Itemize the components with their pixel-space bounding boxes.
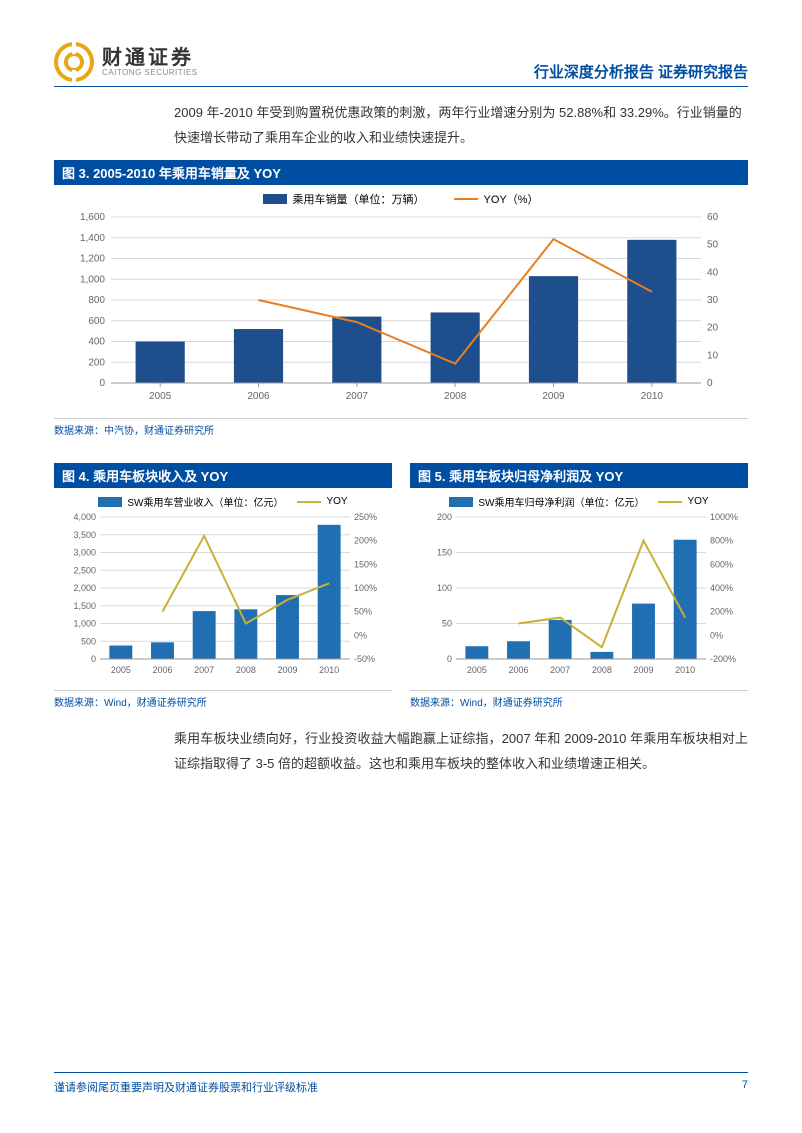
svg-text:1,000: 1,000 [73,619,96,629]
svg-text:800%: 800% [710,536,733,546]
svg-text:1,000: 1,000 [80,275,105,286]
fig3-title: 图 3. 2005-2010 年乘用车销量及 YOY [54,160,748,185]
svg-text:60: 60 [707,212,719,223]
fig4-legend-line-label: YOY [326,496,347,507]
svg-text:200: 200 [88,358,105,369]
svg-text:1,500: 1,500 [73,601,96,611]
fig3-legend-bar-label: 乘用车销量（单位：万辆） [292,191,424,207]
svg-text:200: 200 [437,512,452,522]
svg-text:2010: 2010 [641,391,664,402]
svg-text:2005: 2005 [467,665,487,675]
svg-text:30: 30 [707,295,719,306]
svg-text:2006: 2006 [247,391,270,402]
svg-text:0%: 0% [710,631,723,641]
fig4-title: 图 4. 乘用车板块收入及 YOY [54,463,392,488]
svg-text:2009: 2009 [277,665,297,675]
fig3-legend-line-label: YOY（%） [483,191,538,207]
svg-text:400%: 400% [710,583,733,593]
fig5-source: 数据来源：Wind，财通证券研究所 [410,690,748,709]
svg-text:200%: 200% [710,607,733,617]
svg-text:0: 0 [447,654,452,664]
svg-text:2009: 2009 [542,391,565,402]
svg-text:2005: 2005 [111,665,131,675]
svg-text:20: 20 [707,323,719,334]
svg-text:2007: 2007 [194,665,214,675]
paragraph-1: 2009 年-2010 年受到购置税优惠政策的刺激，两年行业增速分别为 52.8… [174,101,748,150]
svg-text:0: 0 [99,378,105,389]
svg-text:3,500: 3,500 [73,530,96,540]
fig4-source: 数据来源：Wind，财通证券研究所 [54,690,392,709]
svg-text:2009: 2009 [633,665,653,675]
fig5-legend-bar-label: SW乘用车归母净利润（单位：亿元） [478,494,644,509]
svg-text:2008: 2008 [236,665,256,675]
fig5-line-swatch [658,501,682,503]
svg-text:4,000: 4,000 [73,512,96,522]
paragraph-2: 乘用车板块业绩向好，行业投资收益大幅跑赢上证综指，2007 年和 2009-20… [174,727,748,776]
svg-text:400: 400 [88,337,105,348]
svg-text:0: 0 [707,378,713,389]
fig5-svg: 0 50 100 150 200 -200% 0% 200% 400% 600% 800% 1000%… [410,511,748,681]
svg-text:2007: 2007 [346,391,369,402]
svg-text:500: 500 [81,637,96,647]
svg-text:2005: 2005 [149,391,172,402]
svg-text:800: 800 [88,295,105,306]
svg-text:1000%: 1000% [710,512,738,522]
svg-text:1,600: 1,600 [80,212,105,223]
fig4-legend: SW乘用车营业收入（单位：亿元） YOY [54,494,392,509]
report-type-label: 行业深度分析报告 证券研究报告 [534,61,748,82]
svg-text:2006: 2006 [152,665,172,675]
fig4-svg: 0 500 1,000 1,500 2,000 2,500 3,000 3,500 4,000 -… [54,511,392,681]
footer-page-number: 7 [742,1079,748,1095]
fig4-bar-swatch [98,497,122,507]
svg-text:250%: 250% [354,512,377,522]
svg-text:2,000: 2,000 [73,583,96,593]
fig3-source: 数据来源：中汽协，财通证券研究所 [54,418,748,437]
logo-cn-text: 财通证券 [102,47,198,69]
svg-text:0%: 0% [354,631,367,641]
svg-text:3,000: 3,000 [73,548,96,558]
fig3-svg: 0 200 400 600 800 1,000 1,200 1,400 1,600 0 10 20 30… [54,209,748,409]
logo-en-text: CAITONG SECURITIES [102,69,198,78]
svg-text:50%: 50% [354,607,372,617]
svg-text:-200%: -200% [710,654,736,664]
fig5-title: 图 5. 乘用车板块归母净利润及 YOY [410,463,748,488]
svg-text:0: 0 [91,654,96,664]
fig5-legend: SW乘用车归母净利润（单位：亿元） YOY [410,494,748,509]
svg-text:2010: 2010 [675,665,695,675]
svg-text:40: 40 [707,268,719,279]
svg-text:10: 10 [707,351,719,362]
svg-text:1,400: 1,400 [80,233,105,244]
page-footer: 谨请参阅尾页重要声明及财通证券股票和行业评级标准 7 [54,1072,748,1095]
svg-text:2008: 2008 [592,665,612,675]
svg-text:100%: 100% [354,583,377,593]
svg-text:100: 100 [437,583,452,593]
fig5-bar-swatch [449,497,473,507]
svg-text:150: 150 [437,548,452,558]
fig4-line-swatch [297,501,321,503]
svg-text:1,200: 1,200 [80,254,105,265]
fig3-line-swatch [454,198,478,200]
svg-text:200%: 200% [354,536,377,546]
logo-block: 财通证券 CAITONG SECURITIES [54,42,198,82]
fig3-legend: 乘用车销量（单位：万辆） YOY（%） [54,191,748,207]
footer-disclaimer: 谨请参阅尾页重要声明及财通证券股票和行业评级标准 [54,1079,318,1095]
fig4-legend-bar-label: SW乘用车营业收入（单位：亿元） [127,494,283,509]
svg-text:150%: 150% [354,560,377,570]
svg-text:600%: 600% [710,560,733,570]
logo-icon [54,42,94,82]
svg-text:2006: 2006 [508,665,528,675]
svg-text:2,500: 2,500 [73,566,96,576]
svg-text:600: 600 [88,316,105,327]
svg-text:2008: 2008 [444,391,467,402]
fig3-chart: 乘用车销量（单位：万辆） YOY（%） 02004006008001,0001,… [54,191,748,437]
svg-text:2007: 2007 [550,665,570,675]
svg-text:2010: 2010 [319,665,339,675]
page-header: 财通证券 CAITONG SECURITIES 行业深度分析报告 证券研究报告 [54,42,748,87]
fig5-legend-line-label: YOY [687,496,708,507]
svg-text:-50%: -50% [354,654,375,664]
svg-text:50: 50 [707,240,719,251]
fig3-bar-swatch [263,194,287,204]
svg-text:50: 50 [442,619,452,629]
